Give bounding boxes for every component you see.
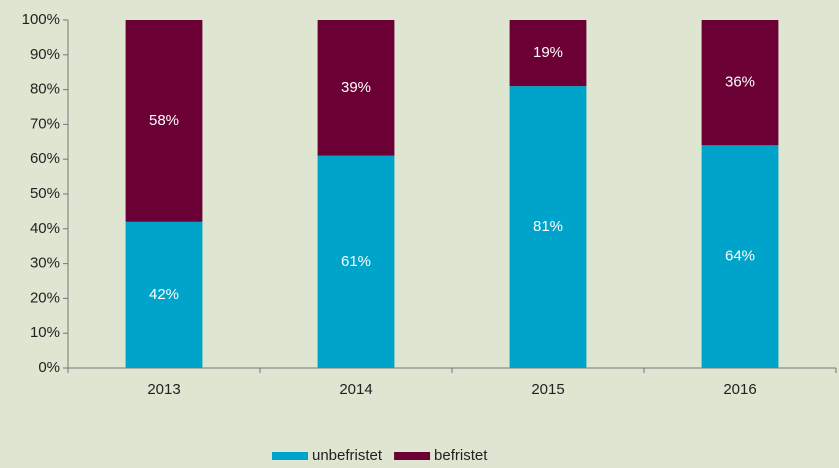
y-tick-label: 70% <box>30 115 60 132</box>
data-label: 64% <box>725 248 755 265</box>
y-tick-label: 0% <box>38 359 60 376</box>
y-tick-label: 50% <box>30 185 60 202</box>
y-tick-label: 100% <box>22 11 60 28</box>
y-tick-label: 90% <box>30 46 60 63</box>
x-tick-label: 2016 <box>723 381 756 398</box>
bar-segment <box>125 20 203 222</box>
data-label: 36% <box>725 74 755 91</box>
y-tick-label: 30% <box>30 255 60 272</box>
bar-segment <box>701 145 779 368</box>
legend-swatch <box>394 452 431 460</box>
legend-label: befristet <box>434 447 488 464</box>
y-tick-label: 10% <box>30 324 60 341</box>
y-tick-label: 40% <box>30 220 60 237</box>
bar-segment <box>317 20 395 156</box>
legend-swatch <box>272 452 308 460</box>
bar-segment <box>701 20 779 146</box>
x-tick-label: 2013 <box>147 381 180 398</box>
bar-segment <box>125 221 203 368</box>
legend-label: unbefristet <box>312 447 383 464</box>
data-label: 39% <box>341 79 371 96</box>
y-tick-label: 80% <box>30 81 60 98</box>
bar-segment <box>509 86 587 369</box>
data-label: 19% <box>533 44 563 61</box>
x-tick-label: 2014 <box>339 381 372 398</box>
bar-segment <box>317 155 395 368</box>
data-label: 61% <box>341 253 371 270</box>
x-tick-label: 2015 <box>531 381 564 398</box>
data-label: 81% <box>533 218 563 235</box>
data-label: 58% <box>149 112 179 129</box>
bar-segment <box>509 20 587 87</box>
y-tick-label: 60% <box>30 150 60 167</box>
data-label: 42% <box>149 286 179 303</box>
y-tick-label: 20% <box>30 289 60 306</box>
